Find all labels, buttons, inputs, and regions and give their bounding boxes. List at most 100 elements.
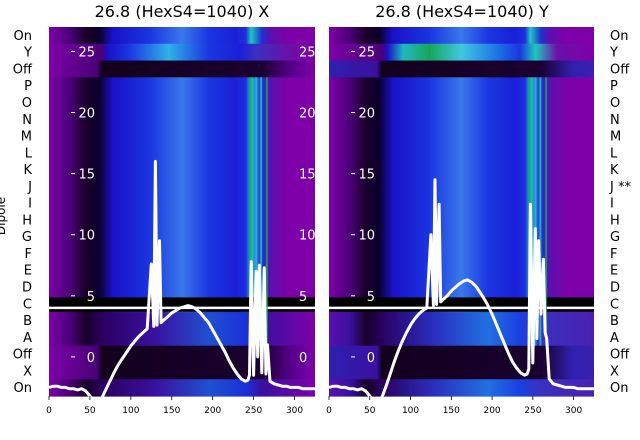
heatmap-row [329, 127, 594, 146]
x-tick-label: 150 [163, 406, 180, 416]
heatmap-row [329, 245, 594, 263]
x-tick-label: 50 [364, 406, 376, 416]
y-tick-label-secondary: 10 [299, 229, 316, 244]
x-tick-label: 300 [286, 406, 303, 416]
heatmap-row [49, 161, 315, 179]
heatmap-row [329, 94, 594, 112]
row-label: C [610, 297, 619, 312]
row-label: A [23, 331, 32, 346]
x-tick-label: 100 [122, 406, 139, 416]
column-streak [539, 77, 542, 346]
x-tick-label: 50 [84, 406, 96, 416]
y-tick-label: 0 [367, 351, 375, 366]
overlay-y-ticks-y: 25 20 15 10 5 0 [351, 45, 375, 366]
x-tick-label: 300 [565, 406, 582, 416]
column-streak [265, 77, 268, 346]
row-label: X [23, 364, 32, 379]
row-label: J ** [609, 180, 631, 195]
y-tick-label: 20 [78, 107, 95, 122]
y-tick-label-secondary: 20 [299, 107, 316, 122]
heatmap-cells-x [49, 27, 315, 397]
y-tick-label: 5 [87, 290, 95, 305]
heatmap-row [329, 60, 594, 78]
row-label: A [610, 331, 619, 346]
y-tick-label: 5 [367, 290, 375, 305]
heatmap-row [49, 379, 315, 397]
x-tick-label: 100 [402, 406, 419, 416]
heatmap-row [49, 211, 315, 229]
row-label: G [22, 230, 32, 245]
heatmap-row [329, 161, 594, 179]
row-label: L [610, 146, 618, 161]
y-tick-label: 10 [78, 229, 95, 244]
heatmap-row [49, 177, 315, 196]
row-label: Off [13, 348, 33, 363]
row-label: On [610, 29, 628, 44]
row-label: Off [610, 62, 630, 77]
y-axis-label: Dipole [0, 197, 8, 235]
x-tick-label: 200 [483, 406, 500, 416]
heatmap-row [49, 94, 315, 112]
row-label: I [610, 197, 614, 212]
heatmap-row [49, 77, 315, 95]
y-tick-label: 25 [358, 45, 375, 60]
heatmap-panel-x: 26.8 (HexS4=1040) X 25201510502520151050… [0, 2, 316, 416]
y-tick-label: 15 [358, 168, 375, 183]
row-label: M [21, 130, 32, 145]
heatmap-row [49, 261, 315, 280]
y-tick-label-secondary: 25 [299, 45, 316, 60]
row-label: K [23, 163, 32, 178]
row-label: I [28, 197, 32, 212]
chart-title-x: 26.8 (HexS4=1040) X [95, 2, 270, 21]
y-tick-label: 20 [358, 107, 375, 122]
heatmap-row [329, 43, 594, 62]
row-label: O [22, 96, 32, 111]
x-tick-label: 0 [326, 406, 332, 416]
heatmap-row [329, 228, 594, 246]
heatmap-row [49, 27, 315, 45]
heatmap-row [329, 312, 594, 330]
heatmap-row [329, 177, 594, 196]
row-label: B [23, 314, 32, 329]
row-label: H [22, 213, 32, 228]
row-label: K [610, 163, 619, 178]
x-tick-label: 250 [524, 406, 541, 416]
column-streak [260, 77, 263, 346]
row-label: On [14, 29, 32, 44]
row-label: On [14, 381, 32, 396]
row-label: On [610, 381, 628, 396]
y-tick-label-secondary: 5 [299, 290, 307, 305]
column-streak [545, 77, 548, 346]
row-label: J [27, 180, 32, 195]
row-label: E [610, 264, 618, 279]
heatmap-row [329, 211, 594, 229]
heatmap-row [49, 43, 315, 62]
x-tick-label: 150 [443, 406, 460, 416]
overlay-curve-y [328, 178, 594, 404]
heatmap-row [49, 245, 315, 263]
heatmap-row [49, 144, 315, 162]
row-label: N [22, 113, 32, 128]
overlay-line [328, 178, 594, 404]
heatmap-row [49, 312, 315, 330]
heatmap-row [49, 328, 315, 347]
heatmap-row [329, 328, 594, 347]
y-tick-label: 10 [358, 229, 375, 244]
row-label: H [610, 213, 620, 228]
y-tick-label: 0 [87, 351, 95, 366]
heatmap-row [329, 261, 594, 280]
heatmap-row [329, 278, 594, 296]
overlay-curve-x [48, 159, 315, 404]
heatmap-row [329, 77, 594, 95]
row-label: F [610, 247, 617, 262]
heatmap-row [329, 379, 594, 397]
column-streak [255, 77, 258, 346]
row-label: E [24, 264, 32, 279]
y-tick-label-secondary: 15 [299, 168, 316, 183]
heatmap-row [329, 27, 594, 45]
row-label: F [25, 247, 32, 262]
heatmap-row [49, 110, 315, 129]
y-tick-label: 15 [78, 168, 95, 183]
heatmap-row [49, 278, 315, 296]
